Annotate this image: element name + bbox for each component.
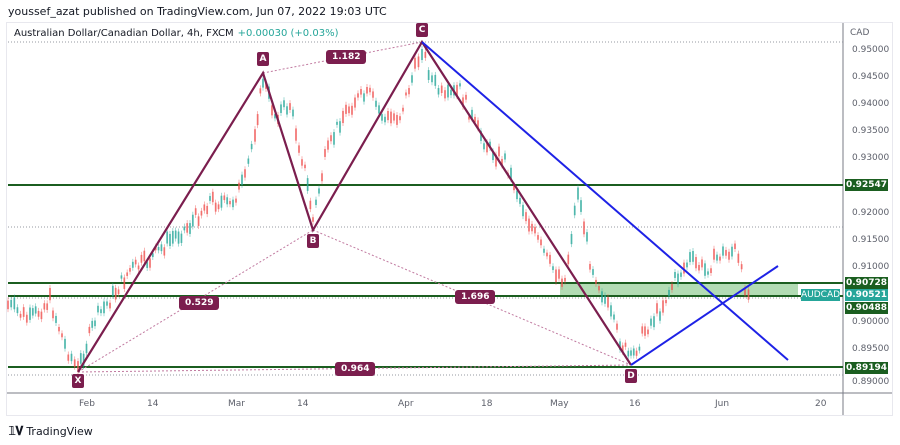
- price-tag-last: 0.90521: [845, 289, 888, 301]
- point-c-label[interactable]: C: [416, 23, 428, 37]
- time-tick: 14: [147, 399, 159, 409]
- price-tick: 0.89500: [852, 344, 890, 354]
- candlesticks: [7, 46, 750, 375]
- time-tick: Mar: [228, 399, 245, 409]
- symbol-tag: AUDCAD: [801, 289, 841, 301]
- chart-frame: [6, 22, 893, 416]
- point-b-label[interactable]: B: [307, 234, 319, 248]
- time-tick: 20: [815, 399, 827, 409]
- price-tick: 0.89000: [852, 377, 890, 387]
- publish-info: youssef_azat published on TradingView.co…: [8, 5, 387, 18]
- point-d-label[interactable]: D: [625, 369, 637, 383]
- price-tag-support: 0.89194: [845, 362, 888, 374]
- price-tag-zone-bottom: 0.90488: [845, 302, 888, 314]
- symbol-description: Australian Dollar/Canadian Dollar, 4h, F…: [14, 28, 234, 39]
- point-a-label[interactable]: A: [257, 52, 269, 66]
- ratio-bd[interactable]: 1.696: [455, 290, 496, 304]
- harmonic-pattern[interactable]: [77, 39, 632, 373]
- footer-brand[interactable]: 𝟙𝐕 TradingView: [8, 424, 93, 439]
- time-tick: Feb: [79, 399, 95, 409]
- price-tick: 0.90000: [852, 317, 890, 327]
- pattern-connectors: [77, 41, 632, 373]
- price-tick: 0.93500: [852, 126, 890, 136]
- time-tick: 16: [629, 399, 641, 409]
- price-tick: 0.92000: [852, 208, 890, 218]
- horizontal-levels[interactable]: [8, 184, 843, 368]
- symbol-legend: Australian Dollar/Canadian Dollar, 4h, F…: [14, 28, 338, 39]
- price-tag-resistance: 0.92547: [845, 179, 888, 191]
- trendlines[interactable]: [421, 41, 789, 366]
- time-tick: 18: [481, 399, 493, 409]
- time-tick: May: [550, 399, 569, 409]
- point-x-label[interactable]: X: [72, 374, 84, 388]
- ratio-xb[interactable]: 0.529: [179, 296, 220, 310]
- time-tick: Apr: [398, 399, 414, 409]
- price-tick: 0.94500: [852, 72, 890, 82]
- price-tick: 0.95000: [852, 45, 890, 55]
- price-tick: 0.94000: [852, 99, 890, 109]
- price-tick: 0.91000: [852, 262, 890, 272]
- time-tick: 14: [297, 399, 309, 409]
- currency-label: CAD: [850, 28, 870, 38]
- time-tick: Jun: [715, 399, 730, 409]
- dotted-levels: [8, 41, 843, 376]
- tradingview-logo-icon: 𝟙𝐕: [8, 424, 23, 438]
- ratio-ac[interactable]: 1.182: [326, 50, 367, 64]
- price-change: +0.00030 (+0.03%): [237, 28, 339, 39]
- price-tick: 0.93000: [852, 153, 890, 163]
- price-tick: 0.91500: [852, 235, 890, 245]
- price-tag-zone-top: 0.90728: [845, 277, 888, 289]
- ratio-xd[interactable]: 0.964: [335, 362, 376, 376]
- brand-name: TradingView: [26, 425, 93, 438]
